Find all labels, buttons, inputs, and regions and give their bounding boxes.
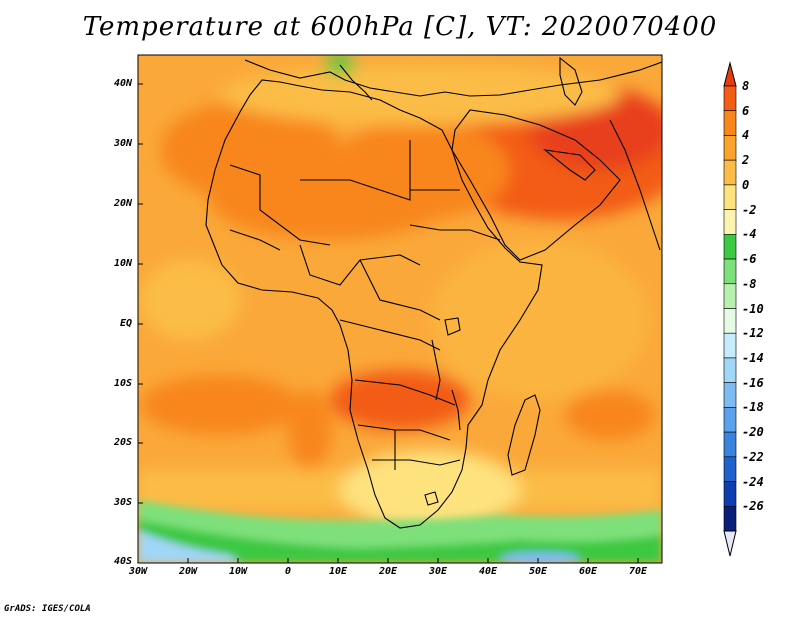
tick-marks [138,83,639,563]
border-h [357,424,451,441]
colorbar-swatch [723,258,737,285]
hot-zone-south-indian [565,390,655,440]
colorbar-label: -14 [742,350,764,365]
cold-spot-se [500,552,580,563]
lat-tick-label: 20S [113,437,132,448]
colorbar-label: -6 [742,252,757,267]
europe-coast [244,59,662,97]
colorbar-top-arrow [723,61,737,87]
lat-tick-label: 20N [113,198,132,209]
colorbar-swatch [723,85,737,112]
colorbar-swatch [723,505,737,532]
cool-zone-mediterranean [220,65,620,125]
colorbar-label: -16 [742,375,764,390]
lat-tick-label: EQ [119,318,132,329]
madagascar [507,394,541,476]
india-west [609,119,661,251]
colorbar-swatch [723,382,737,408]
lon-tick-label: 50E [528,566,548,577]
mild-zone-indian [430,240,650,400]
border-j [409,224,501,241]
lon-tick-label: 10E [328,566,348,577]
lon-tick-label: 30W [128,566,148,577]
lat-tick-label: 40N [113,78,132,89]
lon-tick-label: 10W [228,566,248,577]
credit-text: GrADS: IGES/COLA [4,604,91,614]
lake-tanganyika [431,339,441,401]
colorbar-label: -22 [742,449,764,464]
lon-tick-label: 20W [178,566,198,577]
temperature-field [138,55,662,563]
colorbar-label: -8 [742,276,757,291]
hot-zone-south-atlantic [140,375,300,435]
colorbar-swatch [723,135,737,161]
colorbar-label: 8 [742,79,750,93]
lon-tick-label: 40E [478,566,498,577]
colorbar-swatch [723,357,737,383]
lon-tick-label: 30E [428,566,448,577]
colorbar-label: 6 [742,103,750,118]
italy [339,64,373,101]
hot-zone-northwest [160,100,340,200]
lat-tick-label: 10N [113,258,132,269]
border-k [229,229,281,251]
hot-zone-atlantic-spot [288,390,332,470]
border-f [339,319,441,351]
colorbar-swatch [723,159,737,186]
lat-tick-label: 30S [113,497,132,508]
lake-victoria [444,317,461,336]
colorbar-swatch [723,431,737,458]
lake-malawi [451,389,461,431]
red-sea-arabia [451,109,621,261]
plot-frame [137,54,663,564]
colorbar-bottom-arrow [723,530,737,557]
lat-tick-label: 10S [113,378,132,389]
colorbar-label: -4 [742,227,757,242]
lon-tick-label: 60E [578,566,598,577]
colorbar [723,61,737,557]
africa-outline [205,79,543,529]
persian-gulf [543,149,596,181]
colorbar-swatch [723,234,737,260]
colorbar-swatch [723,332,737,359]
border-e [359,259,441,321]
lon-tick-label: 0 [284,566,292,577]
colorbar-label: -18 [742,400,764,415]
mild-zone-guinea [140,260,240,340]
lat-tick-label: 30N [113,138,132,149]
colorbar-swatch [723,283,737,309]
lon-tick-label: 70E [628,566,648,577]
caspian [559,56,583,106]
colorbar-swatch [723,184,737,210]
colorbar-label: -10 [742,301,764,316]
border-b [300,140,411,201]
coastlines [205,56,662,529]
lon-tick-label: 20E [378,566,398,577]
colorbar-label: 2 [742,153,750,168]
colorbar-swatch [723,209,737,235]
border-a [229,164,331,246]
colorbar-label: 4 [742,128,750,143]
cold-zone-sw [138,530,240,563]
colorbar-swatch [723,481,737,507]
colorbar-swatch [723,407,737,433]
border-g [354,379,456,406]
colorbar-label: -20 [742,425,764,440]
colorbar-swatch [723,110,737,136]
colorbar-label: -2 [742,202,757,217]
border-d [299,244,421,286]
colorbar-swatch [723,308,737,334]
border-i [372,459,461,466]
colorbar-label: -26 [742,499,764,514]
colorbar-swatch [723,456,737,482]
cool-zone-south-africa [340,450,520,530]
hot-zone-zambia [330,370,470,430]
map-title: Temperature at 600hPa [C], VT: 202007040… [82,12,718,42]
lesotho [424,491,439,506]
colorbar-label: 0 [742,177,750,192]
colorbar-label: -12 [742,326,764,341]
colorbar-label: -24 [742,474,764,489]
lat-tick-label: 40S [113,556,132,567]
